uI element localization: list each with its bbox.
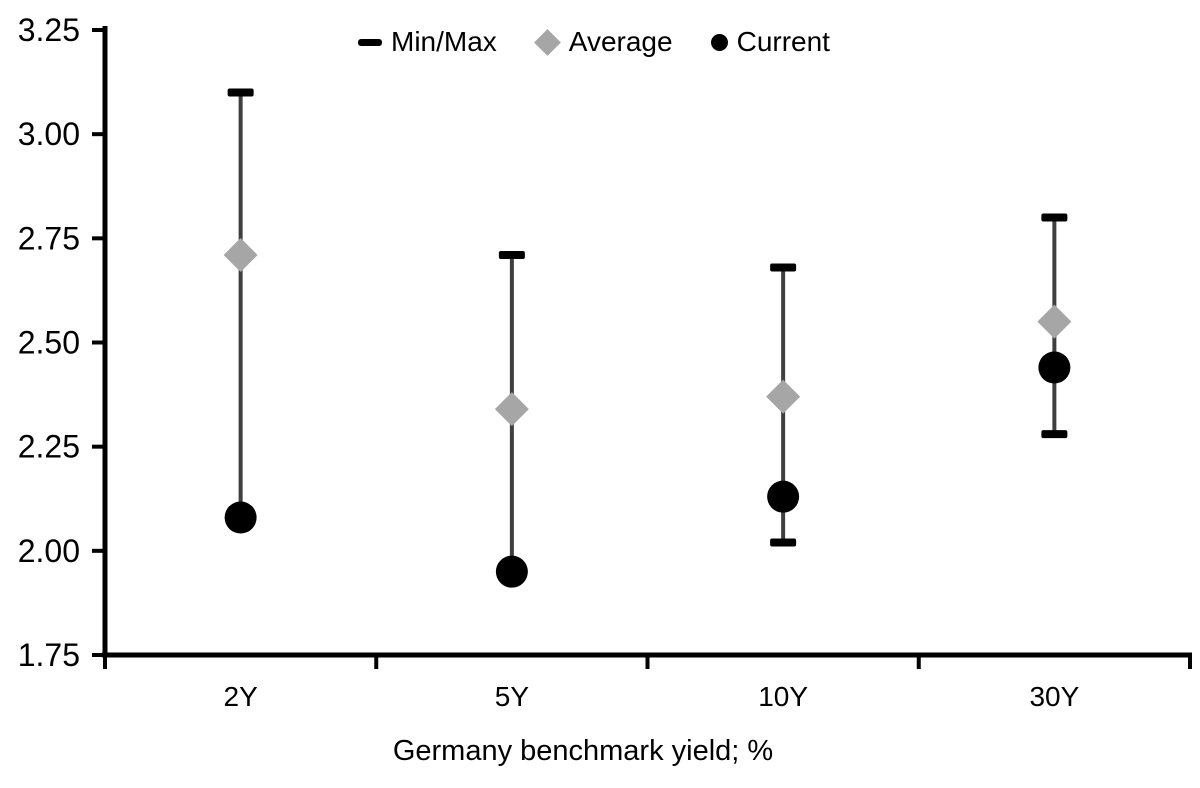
legend-item-current: Current	[710, 24, 830, 60]
x-category-label: 5Y	[495, 681, 530, 712]
y-axis-tick-label: 3.00	[18, 116, 80, 152]
y-axis-tick-label: 2.50	[18, 325, 80, 361]
average-marker	[1037, 304, 1072, 339]
current-marker	[1038, 351, 1071, 384]
legend-label-minmax: Min/Max	[391, 26, 497, 57]
average-marker	[494, 392, 529, 427]
current-marker	[495, 555, 528, 588]
legend-item-average: Average	[533, 24, 673, 60]
y-axis-tick-label: 2.00	[18, 533, 80, 569]
current-marker	[767, 480, 800, 513]
chart-legend: Min/Max Average Current	[358, 24, 830, 60]
max-cap-marker	[227, 88, 254, 97]
min-cap-marker	[770, 538, 797, 547]
min-cap-marker	[1041, 430, 1068, 439]
x-axis-title: Germany benchmark yield; %	[392, 735, 774, 767]
max-cap-marker	[1041, 213, 1068, 222]
legend-label-average: Average	[568, 26, 673, 57]
average-marker	[766, 379, 801, 414]
current-circle-icon	[710, 33, 728, 51]
y-axis-tick-label: 2.75	[18, 220, 80, 256]
x-category-label: 30Y	[1029, 681, 1079, 712]
legend-item-minmax: Min/Max	[358, 24, 497, 60]
max-cap-marker	[770, 263, 797, 272]
legend-label-current: Current	[736, 26, 830, 57]
max-cap-marker	[498, 251, 525, 259]
average-marker	[223, 238, 258, 272]
average-diamond-icon	[533, 28, 561, 56]
y-axis-tick-label: 3.25	[18, 12, 80, 48]
y-axis-tick-label: 1.75	[18, 637, 80, 673]
x-category-label: 2Y	[224, 681, 259, 712]
y-axis-tick-label: 2.25	[18, 429, 80, 465]
x-category-label: 10Y	[758, 681, 808, 712]
current-marker	[224, 501, 257, 534]
minmax-dash-icon	[358, 38, 382, 46]
